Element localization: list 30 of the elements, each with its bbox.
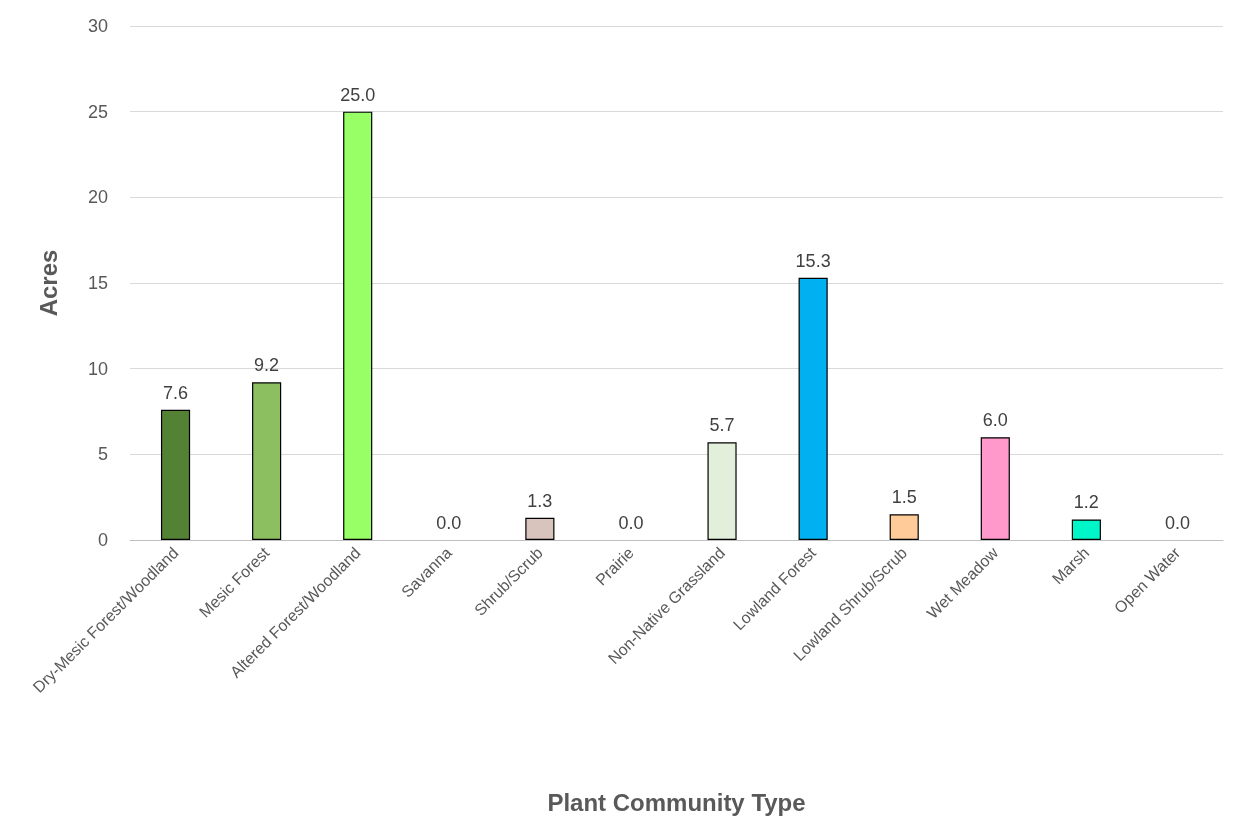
data-label: 25.0 — [340, 84, 376, 105]
x-axis-title: Plant Community Type — [547, 788, 806, 816]
bar — [1071, 519, 1101, 540]
y-tick-label: 30 — [87, 16, 108, 36]
y-tick-label: 5 — [97, 444, 108, 465]
y-tick-label: 10 — [87, 358, 108, 379]
y-tick-label: 15 — [87, 273, 108, 293]
data-label: 5.7 — [709, 415, 735, 436]
data-label: 9.2 — [254, 355, 280, 376]
data-label: 0.0 — [436, 513, 462, 533]
data-label: 15.3 — [795, 250, 831, 271]
y-axis-title: Acres — [34, 249, 62, 317]
bar — [889, 514, 919, 540]
bar — [343, 111, 373, 540]
data-label: 0.0 — [618, 513, 644, 533]
data-label: 0.0 — [1164, 513, 1190, 533]
y-tick-label: 25 — [87, 101, 108, 122]
bar — [798, 277, 828, 540]
data-label: 6.0 — [982, 410, 1008, 431]
bar — [707, 442, 737, 540]
bar — [252, 382, 282, 540]
data-label: 7.6 — [163, 382, 189, 403]
bar — [160, 409, 191, 540]
data-label: 1.5 — [891, 487, 917, 508]
data-label: 1.3 — [527, 490, 553, 511]
bar — [980, 437, 1010, 540]
bar — [525, 517, 555, 540]
y-tick-label: 20 — [87, 187, 108, 208]
y-tick-label: 0 — [97, 530, 108, 550]
data-label: 1.2 — [1073, 492, 1099, 513]
